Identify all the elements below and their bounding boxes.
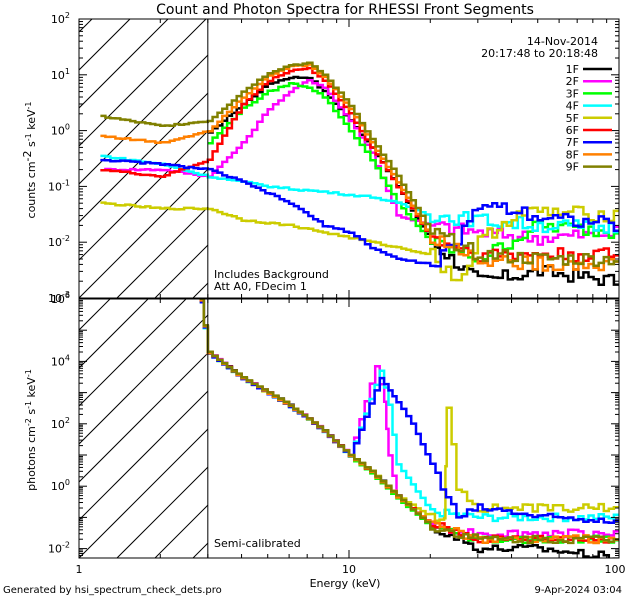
hatch-line bbox=[79, 19, 245, 185]
hatch-line bbox=[79, 299, 149, 369]
legend-label-1F: 1F bbox=[566, 63, 579, 76]
time-range: 20:17:48 to 20:18:48 bbox=[481, 47, 598, 60]
y-tick-label: 104 bbox=[51, 353, 70, 368]
x-axis-label: Energy (keV) bbox=[310, 577, 381, 590]
legend-label-7F: 7F bbox=[566, 136, 579, 149]
counts-series-2F bbox=[100, 79, 619, 246]
legend-label-4F: 4F bbox=[566, 100, 579, 113]
y-tick-label: 106 bbox=[51, 291, 70, 306]
y-tick-label: 100 bbox=[51, 123, 70, 138]
legend-label-8F: 8F bbox=[566, 148, 579, 161]
counts-series-7F bbox=[100, 158, 619, 268]
counts-series-9F bbox=[100, 61, 619, 267]
note-includes-background: Includes Background bbox=[214, 268, 329, 281]
hatch-line bbox=[79, 19, 207, 147]
legend-label-3F: 3F bbox=[566, 87, 579, 100]
hatch-line bbox=[0, 19, 16, 298]
legend-label-6F: 6F bbox=[566, 124, 579, 137]
note-attenuator: Att A0, FDecim 1 bbox=[214, 280, 307, 293]
x-tick-label-10: 10 bbox=[342, 563, 356, 576]
counts-series-group bbox=[100, 61, 619, 286]
y-tick-label: 10-1 bbox=[48, 178, 70, 193]
chart-title: Count and Photon Spectra for RHESSI Fron… bbox=[156, 2, 534, 18]
y-tick-label: 102 bbox=[51, 416, 70, 431]
legend-label-9F: 9F bbox=[566, 161, 579, 174]
y-tick-label: 10-3 bbox=[48, 290, 70, 305]
footer-generated-by: Generated by hsi_spectrum_check_dets.pro bbox=[3, 585, 222, 596]
counts-y-tick-labels: 10-3 10-2 10-1 100 101 102 bbox=[48, 11, 70, 305]
counts-y-axis-label: counts cm-2 s-1 keV-1 bbox=[21, 102, 38, 219]
y-tick-label: 102 bbox=[51, 11, 70, 26]
hatch-mask bbox=[207, 299, 619, 558]
photons-series-group bbox=[199, 299, 619, 558]
legend-label-2F: 2F bbox=[566, 75, 579, 88]
hatch-line bbox=[79, 19, 169, 109]
x-tick-label-100: 100 bbox=[605, 563, 626, 576]
photons-y-tick-labels: 10-2 100 102 104 106 bbox=[48, 291, 70, 556]
y-tick-label: 100 bbox=[51, 478, 70, 493]
axis-ticks bbox=[78, 18, 620, 559]
observation-date: 14-Nov-2014 bbox=[527, 35, 598, 48]
footer-date: 9-Apr-2024 03:04 bbox=[535, 585, 622, 596]
hatch-line bbox=[79, 19, 131, 71]
y-tick-label: 10-2 bbox=[48, 234, 70, 249]
hatch-line bbox=[79, 299, 187, 407]
note-semi-calibrated: Semi-calibrated bbox=[214, 537, 301, 550]
counts-series-3F bbox=[207, 82, 619, 263]
counts-series-4F bbox=[100, 154, 619, 234]
legend-label-5F: 5F bbox=[566, 112, 579, 125]
hatch-line bbox=[79, 19, 93, 33]
y-tick-label: 101 bbox=[51, 67, 70, 82]
x-tick-label-1: 1 bbox=[76, 563, 83, 576]
y-tick-label: 10-2 bbox=[48, 541, 70, 556]
hatch-line bbox=[79, 299, 225, 445]
photons-series-9F bbox=[199, 299, 619, 545]
photons-y-axis-label: photons cm-2 s-1 keV-1 bbox=[24, 369, 38, 491]
